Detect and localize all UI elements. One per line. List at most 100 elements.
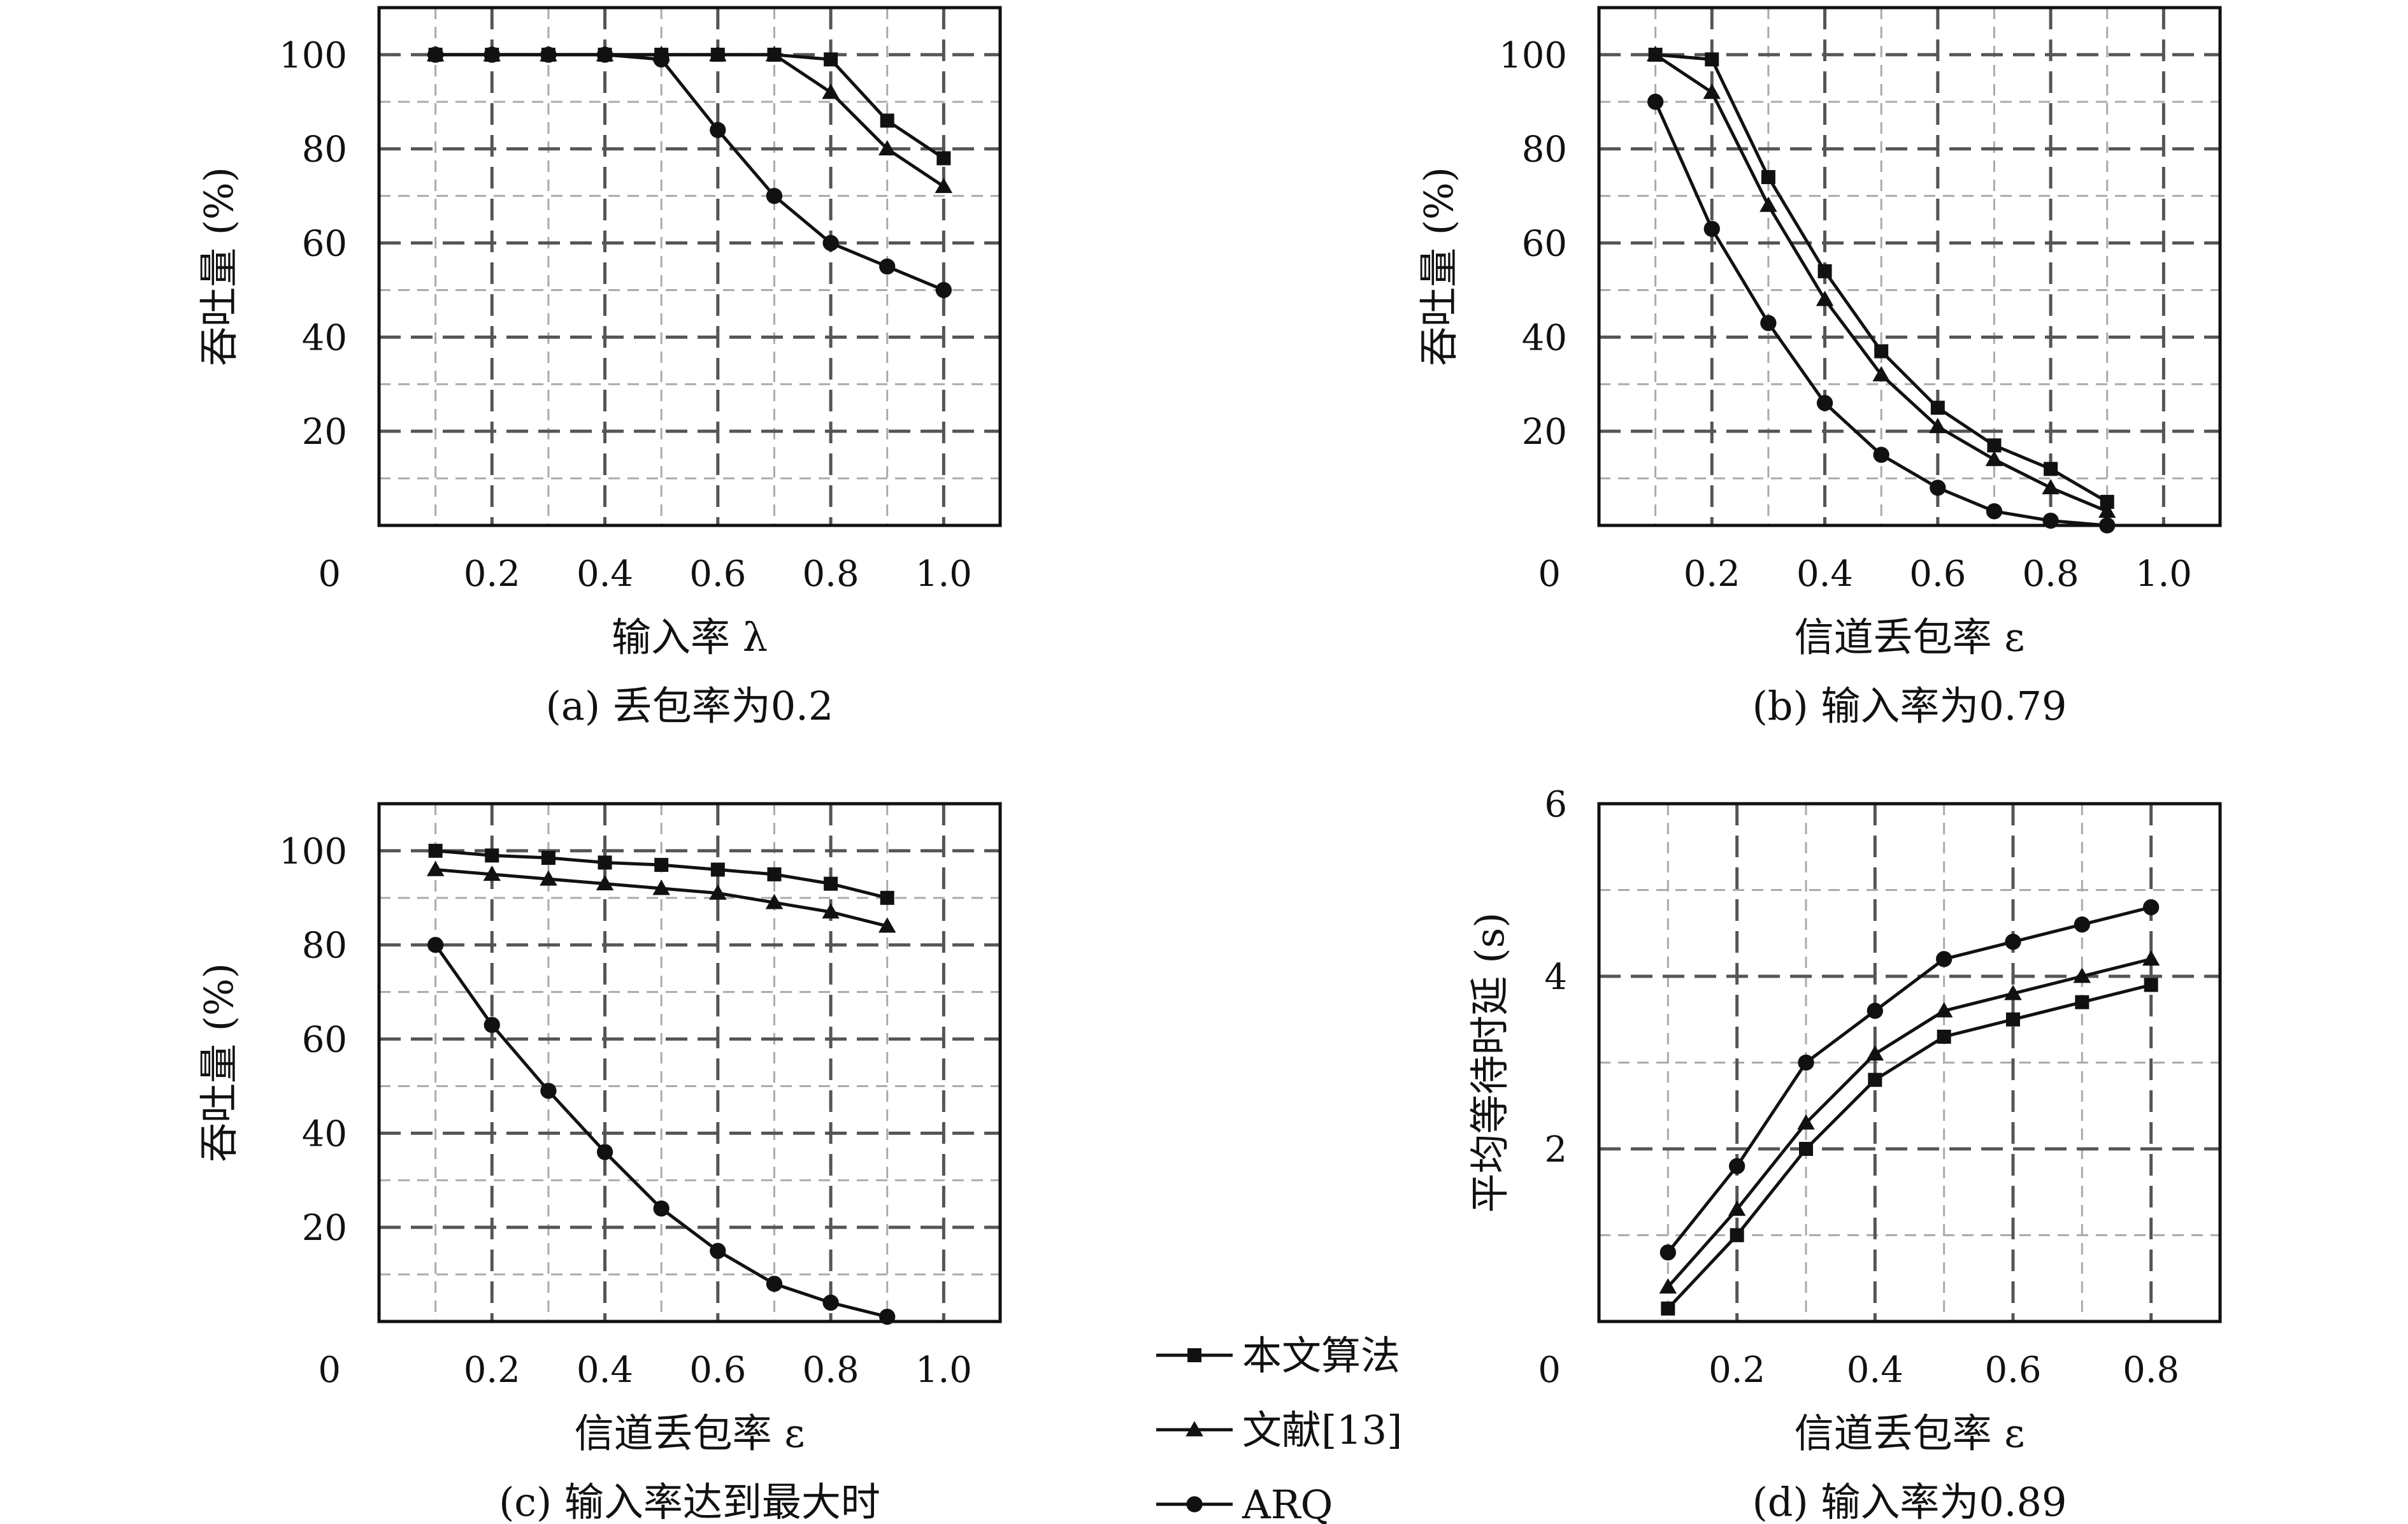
data-point-square — [2144, 978, 2158, 992]
data-point-triangle — [1646, 46, 1665, 62]
data-point-circle — [1798, 1054, 1814, 1071]
y-tick-label: 2 — [1544, 1129, 1567, 1171]
data-point-circle — [935, 281, 952, 299]
x-tick-label: 0.4 — [1796, 553, 1853, 595]
y-axis-label: 吞吐量 (%) — [196, 167, 242, 366]
panel-caption: (a) 丢包率为0.2 — [546, 683, 834, 729]
plot-frame — [377, 6, 1002, 527]
data-point-square — [936, 151, 951, 166]
data-point-triangle — [935, 178, 953, 194]
y-tick-label: 40 — [302, 317, 347, 359]
x-tick-label: 0.6 — [689, 553, 746, 595]
data-point-triangle — [2098, 502, 2116, 518]
y-tick-label: 100 — [1499, 35, 1567, 76]
data-point-square — [1799, 1142, 1813, 1156]
data-point-triangle — [1797, 1114, 1815, 1130]
data-point-circle — [427, 46, 444, 63]
y-tick-label: 60 — [302, 224, 347, 265]
data-point-triangle — [878, 917, 896, 933]
y-tick-label: 4 — [1544, 957, 1567, 998]
data-point-circle — [427, 937, 444, 953]
x-axis-label: 信道丢包率 ε — [575, 1410, 805, 1456]
x-tick-label: 0.6 — [1909, 553, 1966, 595]
y-tick-label: 60 — [1522, 224, 1567, 265]
data-point-square — [1874, 344, 1889, 359]
data-point-circle — [879, 258, 896, 275]
data-point-triangle — [2004, 985, 2022, 1001]
chart-panel-b: 0.2 0.4 0.6 0.8 1.0 20 40 60 80 100 0 信道丢包率 ε 吞吐量 (%… — [1415, 6, 2222, 729]
data-point-triangle — [483, 865, 501, 881]
x-tick-label: 1.0 — [915, 553, 972, 595]
data-point-circle — [2005, 934, 2021, 950]
data-point-circle — [822, 234, 839, 252]
data-point-circle — [766, 187, 783, 204]
data-point-circle — [2074, 916, 2090, 933]
data-point-circle — [1986, 503, 2003, 520]
data-point-triangle — [2142, 950, 2160, 966]
x-tick-label: 0.2 — [1684, 553, 1740, 595]
x-tick-label: 0.4 — [577, 1350, 633, 1391]
chart-panel-c: 0.2 0.4 0.6 0.8 1.0 20 40 60 80 100 0 信道丢包率 ε 吞吐量 (%… — [196, 802, 1002, 1524]
data-point-square — [1705, 52, 1719, 67]
x-tick-label: 0.2 — [464, 553, 520, 595]
data-point-triangle — [1872, 366, 1890, 381]
data-point-circle — [484, 1016, 500, 1034]
y-tick-label: 100 — [279, 831, 347, 872]
data-point-square — [824, 52, 838, 67]
data-point-square — [710, 862, 725, 877]
data-point-circle — [1760, 315, 1777, 331]
data-point-square — [1987, 438, 2002, 453]
legend-label: 文献[13] — [1242, 1407, 1402, 1453]
origin-label: 0 — [318, 1350, 341, 1391]
data-point-circle — [1936, 951, 1953, 967]
data-point-triangle — [878, 139, 896, 156]
data-point-triangle — [652, 880, 670, 895]
data-point-square — [2100, 495, 2114, 509]
data-point-triangle — [709, 884, 727, 900]
x-tick-label: 0.6 — [689, 1350, 746, 1391]
legend-marker-triangle — [1186, 1421, 1203, 1437]
data-point-circle — [540, 46, 557, 63]
x-tick-label: 0.4 — [1847, 1350, 1903, 1391]
x-axis-label: 输入率 λ — [612, 614, 768, 660]
x-tick-label: 1.0 — [2135, 553, 2192, 595]
data-point-square — [1868, 1072, 1882, 1087]
data-point-square — [428, 843, 443, 858]
x-tick-label: 1.0 — [915, 1350, 972, 1391]
plot-frame — [1597, 6, 2222, 527]
series-line — [1666, 983, 2152, 1310]
y-axis-label: 吞吐量 (%) — [196, 963, 242, 1162]
y-tick-label: 80 — [1522, 129, 1567, 171]
data-point-square — [485, 848, 499, 863]
data-point-square — [654, 858, 669, 872]
data-point-triangle — [426, 860, 445, 876]
data-point-square — [541, 850, 555, 865]
data-point-triangle — [822, 83, 840, 99]
y-tick-label: 80 — [302, 129, 347, 171]
data-point-triangle — [1703, 83, 1721, 99]
x-axis-label: 信道丢包率 ε — [1795, 614, 2025, 660]
origin-label: 0 — [318, 553, 341, 595]
data-point-circle — [1659, 1244, 1676, 1261]
data-point-triangle — [1816, 290, 1834, 306]
data-point-square — [2044, 462, 2058, 476]
panel-caption: (b) 输入率为0.79 — [1752, 683, 2067, 729]
y-axis-label: 吞吐量 (%) — [1415, 167, 1462, 366]
origin-label: 0 — [1538, 1350, 1561, 1391]
data-point-circle — [2099, 517, 2116, 534]
y-tick-label: 60 — [302, 1020, 347, 1061]
panel-caption: (c) 输入率达到最大时 — [499, 1479, 880, 1524]
data-point-square — [824, 876, 838, 891]
data-point-circle — [879, 1308, 896, 1325]
panel-caption: (d) 输入率为0.89 — [1752, 1479, 2067, 1524]
legend-marker-circle — [1186, 1496, 1203, 1513]
x-tick-label: 0.8 — [803, 553, 859, 595]
y-tick-label: 80 — [302, 925, 347, 967]
x-tick-label: 0.2 — [1709, 1350, 1765, 1391]
x-tick-label: 0.8 — [803, 1350, 859, 1391]
x-tick-label: 0.8 — [2023, 553, 2079, 595]
data-point-square — [880, 113, 894, 128]
x-tick-label: 0.6 — [1984, 1350, 2041, 1391]
